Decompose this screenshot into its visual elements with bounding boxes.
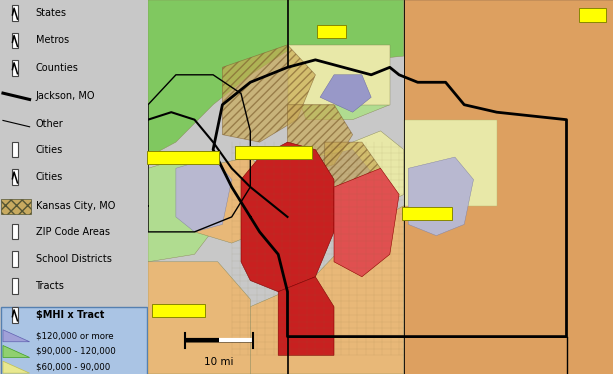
- Polygon shape: [241, 142, 334, 292]
- Bar: [12, 60, 18, 76]
- Polygon shape: [404, 0, 613, 374]
- Polygon shape: [287, 0, 404, 67]
- Polygon shape: [287, 105, 352, 172]
- Polygon shape: [3, 361, 29, 373]
- Polygon shape: [3, 346, 29, 358]
- Polygon shape: [3, 330, 29, 342]
- Bar: [1, 307, 147, 374]
- Polygon shape: [148, 0, 297, 168]
- Bar: [12, 307, 18, 323]
- Polygon shape: [148, 262, 250, 374]
- Polygon shape: [176, 157, 232, 232]
- Bar: [12, 33, 18, 48]
- Text: $60,000 - 90,000: $60,000 - 90,000: [36, 363, 110, 372]
- Polygon shape: [287, 45, 390, 105]
- Text: Jackson, MO: Jackson, MO: [36, 92, 95, 101]
- Polygon shape: [408, 157, 473, 236]
- Polygon shape: [334, 168, 399, 277]
- Text: Johnson: Johnson: [153, 306, 203, 315]
- Polygon shape: [278, 277, 334, 355]
- Polygon shape: [316, 150, 371, 209]
- Polygon shape: [250, 206, 404, 374]
- Text: 10 mi: 10 mi: [204, 357, 234, 367]
- Text: Other: Other: [36, 119, 63, 129]
- Text: Cities: Cities: [36, 172, 63, 182]
- Bar: [12, 251, 18, 267]
- Polygon shape: [148, 157, 232, 262]
- Text: Ray: Ray: [581, 10, 604, 20]
- Text: Counties: Counties: [36, 63, 78, 73]
- Bar: [12, 5, 18, 21]
- Text: Clay: Clay: [319, 27, 345, 37]
- Polygon shape: [325, 142, 381, 194]
- Text: Wyandotte: Wyandotte: [149, 153, 217, 163]
- Bar: [1, 199, 31, 214]
- Polygon shape: [320, 75, 371, 112]
- Text: $90,000 - 120,000: $90,000 - 120,000: [36, 347, 115, 356]
- Bar: [12, 224, 18, 239]
- Polygon shape: [223, 45, 316, 142]
- Polygon shape: [404, 120, 497, 206]
- Polygon shape: [297, 67, 390, 120]
- Bar: [12, 142, 18, 157]
- Text: $120,000 or more: $120,000 or more: [36, 331, 113, 340]
- Text: Cities: Cities: [36, 145, 63, 154]
- Text: ZIP Code Areas: ZIP Code Areas: [36, 227, 110, 236]
- Polygon shape: [194, 157, 278, 243]
- Text: Kansas City: Kansas City: [237, 148, 310, 157]
- Text: $MHI x Tract: $MHI x Tract: [36, 310, 104, 320]
- Bar: [12, 278, 18, 294]
- Text: Tracts: Tracts: [36, 281, 64, 291]
- Text: School Districts: School Districts: [36, 254, 112, 264]
- Text: Kansas City, MO: Kansas City, MO: [36, 202, 115, 211]
- Text: States: States: [36, 8, 67, 18]
- Polygon shape: [287, 131, 404, 217]
- Text: Metros: Metros: [36, 36, 69, 45]
- Text: Jackson: Jackson: [403, 208, 451, 218]
- Bar: [12, 169, 18, 185]
